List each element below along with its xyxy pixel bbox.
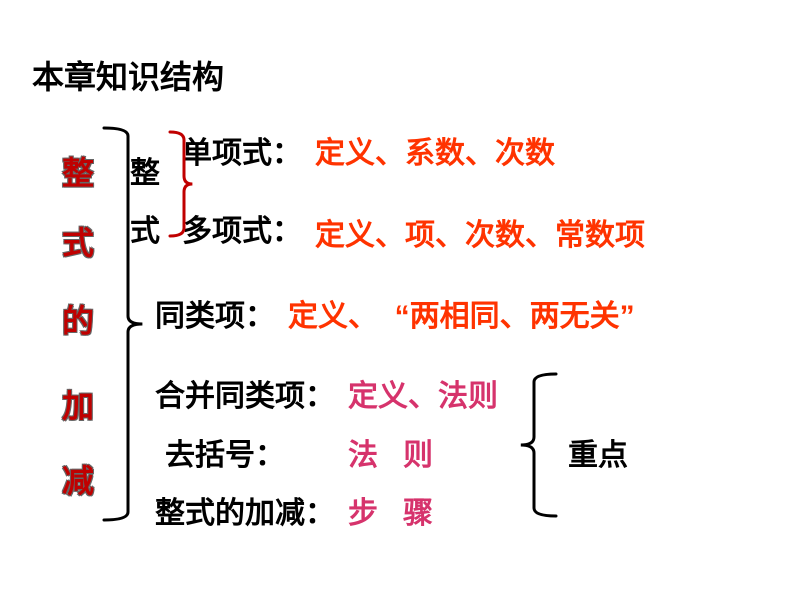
row-detail-0: 定义、系数、次数	[315, 128, 555, 172]
inner-vert-char-0: 整	[130, 148, 160, 192]
vert-char-2: 的	[62, 296, 94, 342]
vert-char-4: 减	[62, 456, 94, 502]
row-label-0: 单项式：	[182, 128, 302, 172]
row-label-1: 多项式：	[182, 206, 302, 250]
row-detail-2: 定义、 “两相同、两无关”	[288, 291, 635, 335]
row-label-2: 同类项：	[155, 291, 275, 335]
row-label-4: 去括号：	[165, 430, 285, 474]
brace-right	[521, 374, 556, 516]
vert-char-1: 式	[62, 218, 94, 264]
row-detail-4: 法 则	[348, 430, 433, 474]
section-title: 本章知识结构	[32, 52, 224, 98]
vert-char-3: 加	[62, 381, 94, 427]
vert-char-0: 整	[62, 148, 94, 194]
row-detail-5: 步 骤	[348, 488, 433, 532]
key-point-label: 重点	[568, 430, 628, 474]
row-label-5: 整式的加减：	[155, 488, 335, 532]
inner-vert-char-1: 式	[130, 206, 160, 250]
row-label-3: 合并同类项：	[155, 371, 335, 415]
row-detail-3: 定义、法则	[348, 371, 498, 415]
row-detail-1: 定义、项、次数、常数项	[315, 210, 645, 254]
